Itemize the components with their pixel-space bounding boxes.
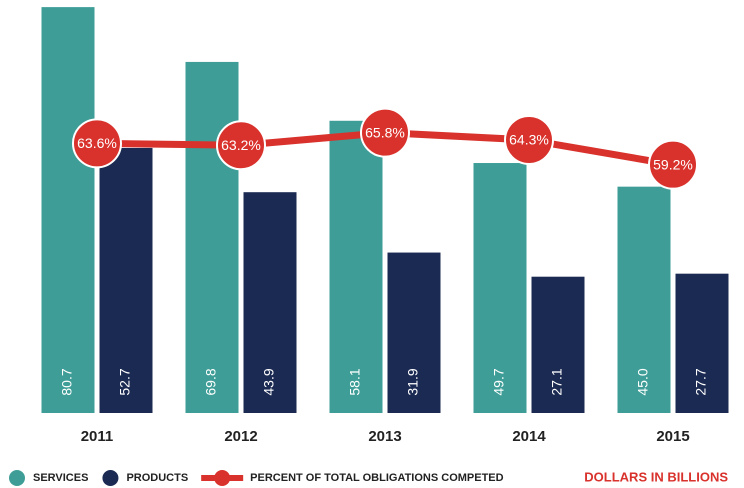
bar-value-label: 80.7 xyxy=(59,368,75,395)
line-marker xyxy=(360,107,410,158)
bar-value-label: 43.9 xyxy=(261,368,277,395)
bar-value-label: 58.1 xyxy=(347,368,363,395)
bar-value-label: 45.0 xyxy=(635,368,651,395)
legend-swatch xyxy=(214,470,231,486)
bar xyxy=(41,7,95,414)
legend-label: PERCENT OF TOTAL OBLIGATIONS COMPETED xyxy=(250,472,503,484)
x-tick-label: 2013 xyxy=(368,428,401,445)
bar-value-label: 27.1 xyxy=(549,368,565,395)
line-marker xyxy=(504,114,554,165)
legend-label: PRODUCTS xyxy=(126,472,188,484)
unit-note: DOLLARS IN BILLIONS xyxy=(584,469,728,484)
x-tick-label: 2014 xyxy=(512,428,546,445)
bar xyxy=(329,120,383,414)
bar xyxy=(387,252,441,413)
bar xyxy=(243,192,297,413)
x-tick-label: 2015 xyxy=(656,428,689,445)
legend-swatch xyxy=(102,470,119,486)
line-value-label: 65.8% xyxy=(365,124,405,140)
line-marker xyxy=(216,120,266,171)
bar xyxy=(99,147,153,413)
bar-value-label: 52.7 xyxy=(117,368,133,395)
bar-value-label: 49.7 xyxy=(491,368,507,395)
line-value-label: 59.2% xyxy=(653,156,693,172)
x-tick-label: 2011 xyxy=(81,428,114,445)
bar-value-label: 69.8 xyxy=(203,368,219,395)
line-value-label: 63.6% xyxy=(77,135,117,151)
bar xyxy=(531,276,585,413)
legend-swatch xyxy=(9,470,25,486)
line-value-label: 63.2% xyxy=(221,137,261,153)
line-marker xyxy=(72,118,122,169)
bar-value-label: 27.7 xyxy=(693,368,709,395)
bar xyxy=(617,186,671,413)
bar xyxy=(473,163,527,413)
bar xyxy=(185,61,239,413)
legend-label: SERVICES xyxy=(33,472,88,484)
bar xyxy=(675,273,729,413)
bar-value-label: 31.9 xyxy=(405,368,421,395)
line-value-label: 64.3% xyxy=(509,132,549,148)
line-marker xyxy=(648,139,698,190)
x-tick-label: 2012 xyxy=(224,428,257,445)
